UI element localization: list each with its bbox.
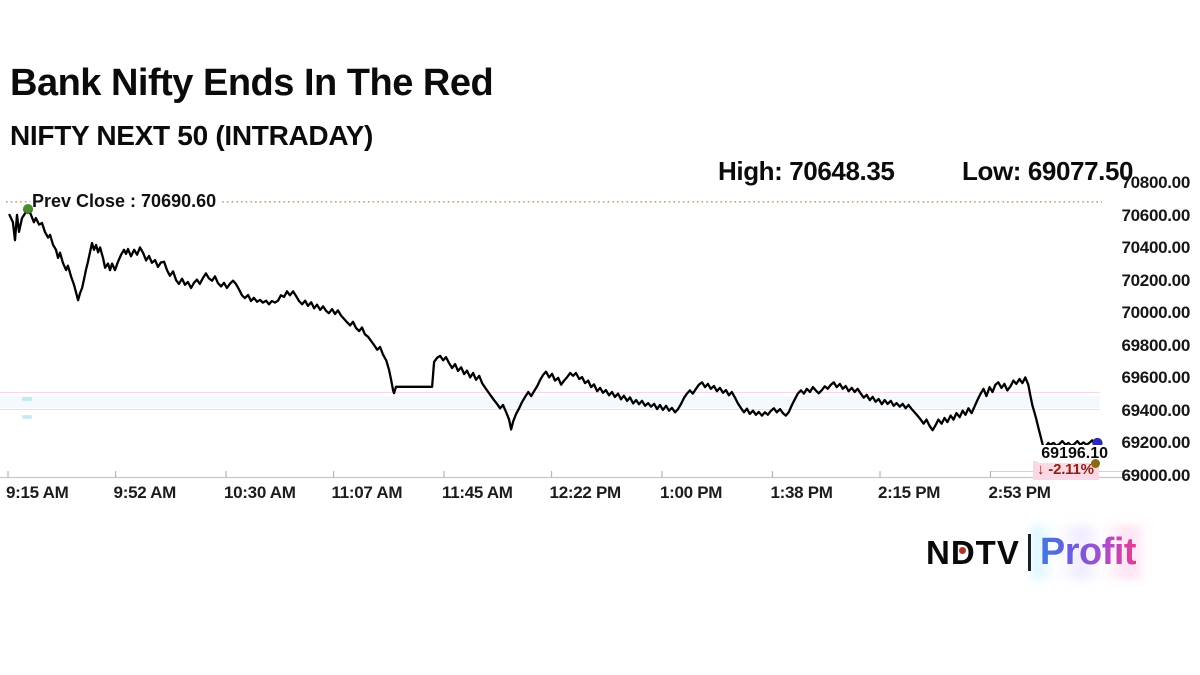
high-value: High: 70648.35 — [718, 156, 895, 186]
y-axis-label: 70400.00 — [1121, 238, 1190, 257]
profit-wordmark: Profit — [1039, 531, 1137, 573]
watermark-mark — [22, 415, 32, 419]
x-axis-label: 2:15 PM — [878, 483, 941, 502]
watermark-mark — [22, 397, 32, 401]
y-axis-label: 70000.00 — [1121, 303, 1190, 322]
x-axis-label: 11:45 AM — [442, 483, 513, 502]
low-dot — [1091, 459, 1101, 469]
watermark-band — [0, 396, 1100, 408]
x-axis-label: 12:22 PM — [549, 483, 622, 502]
chart-subtitle: NIFTY NEXT 50 (INTRADAY) — [10, 120, 374, 151]
page-title: Bank Nifty Ends In The Red — [10, 62, 494, 104]
logo-separator — [1027, 534, 1031, 571]
ndtv-profit-logo: NDTV Profit — [926, 531, 1137, 574]
y-axis-label: 69400.00 — [1121, 400, 1190, 420]
close-price-label: 69196.10 — [1038, 445, 1110, 463]
y-axis-label: 69800.00 — [1121, 335, 1190, 355]
ndtv-text: NDTV — [926, 533, 1020, 571]
y-axis-label: 70200.00 — [1121, 270, 1190, 290]
y-axis-label: 69600.00 — [1121, 368, 1190, 387]
y-axis-label: 69000.00 — [1121, 465, 1190, 485]
x-axis-label: 10:30 AM — [224, 483, 296, 502]
low-value: Low: 69077.50 — [962, 156, 1134, 186]
x-axis-label: 9:52 AM — [113, 483, 177, 502]
prev-close-label: Prev Close : 70690.60 — [30, 191, 223, 212]
x-axis-label: 9:15 AM — [6, 483, 69, 502]
watermark-line — [0, 392, 1100, 393]
x-axis-label: 1:00 PM — [660, 483, 723, 502]
y-axis-label: 70600.00 — [1121, 205, 1190, 225]
x-axis-label: 1:38 PM — [770, 483, 833, 502]
x-axis-label: 11:07 AM — [331, 483, 403, 502]
y-axis-label: 70800.00 — [1121, 173, 1190, 192]
ndtv-red-dot-icon — [959, 546, 966, 554]
x-axis-label: 2:53 PM — [988, 483, 1051, 502]
high-dot — [23, 203, 34, 214]
y-axis-label: 69200.00 — [1121, 433, 1190, 452]
change-percent-label: ↓ -2.11% — [1033, 461, 1099, 480]
ndtv-wordmark: NDTV — [926, 534, 1020, 572]
watermark-line — [0, 409, 1100, 410]
